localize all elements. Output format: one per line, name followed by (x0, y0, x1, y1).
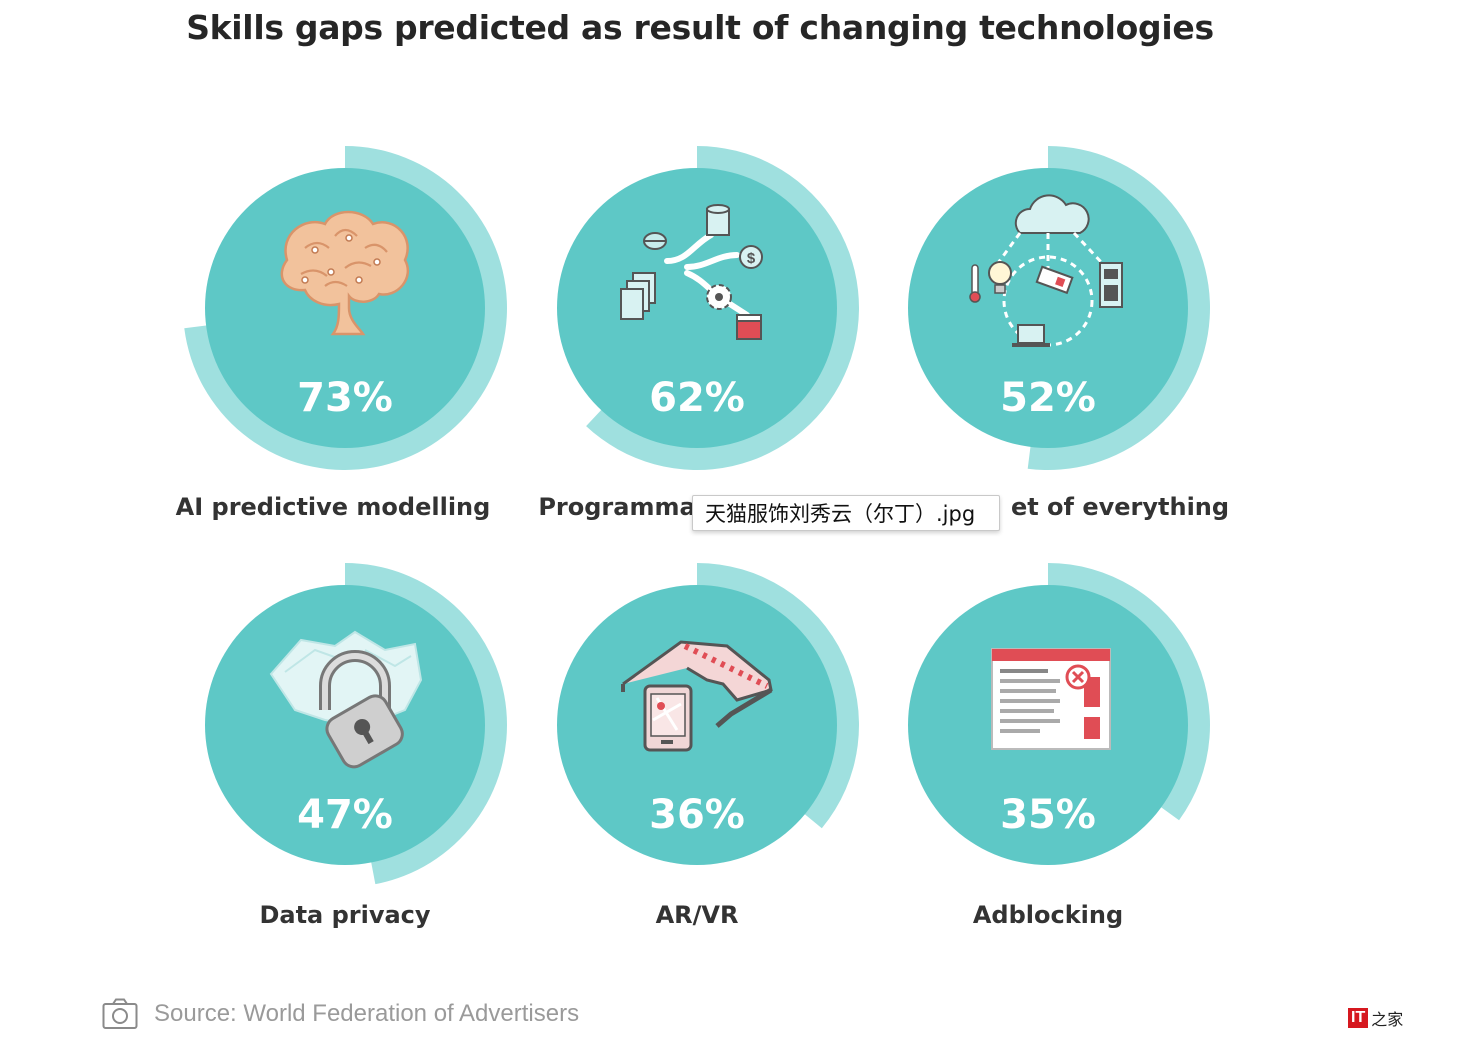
value-label-5: 36% (649, 792, 745, 838)
category-label-1: AI predictive modelling (176, 493, 491, 521)
value-circles (205, 168, 1188, 865)
category-label-2: Programma (538, 493, 695, 521)
value-circle-2 (557, 168, 837, 448)
watermark-logo: IT 之家 (1348, 1006, 1403, 1030)
progress-rings (184, 146, 1210, 885)
category-label-3: et of everything (1011, 493, 1229, 521)
progress-ring-6 (1048, 563, 1210, 821)
source-caption: Source: World Federation of Advertisers (102, 997, 579, 1031)
value-label-1: 73% (297, 375, 393, 421)
brain-icon (280, 210, 410, 336)
watermark-box: IT (1348, 1008, 1369, 1028)
value-label-6: 35% (1000, 792, 1096, 838)
progress-ring-5 (697, 563, 860, 829)
iot-cloud-icon (969, 194, 1123, 347)
chart-title: Skills gaps predicted as result of chang… (186, 8, 1214, 47)
category-label-4: Data privacy (259, 901, 430, 929)
category-label-6: Adblocking (973, 901, 1123, 929)
padlock-icon (269, 630, 423, 769)
data-network-icon: $ (620, 204, 763, 340)
image-tooltip: 天猫服饰刘秀云（尔丁）.jpg (692, 495, 1000, 531)
progress-ring-3 (1027, 146, 1210, 470)
value-label-2: 62% (649, 375, 745, 421)
category-label-5: AR/VR (656, 901, 739, 929)
value-label-3: 52% (1000, 375, 1096, 421)
category-labels: AI predictive modelling Programma et of ev… (176, 493, 1229, 929)
value-circle-3 (908, 168, 1188, 448)
watermark-text: 之家 (1371, 1010, 1404, 1029)
progress-ring-4 (345, 563, 507, 885)
camera-icon (102, 998, 138, 1029)
value-circle-5 (557, 585, 837, 865)
ar-glasses-icon (621, 640, 773, 752)
value-label-4: 47% (297, 792, 393, 838)
svg-text:$: $ (747, 250, 756, 267)
adblock-browser-icon (991, 648, 1111, 750)
source-text: Source: World Federation of Advertisers (154, 1000, 580, 1027)
progress-ring-2 (586, 146, 860, 471)
value-labels: 73% 62% 52% 47% 36% 35% (297, 375, 1096, 838)
